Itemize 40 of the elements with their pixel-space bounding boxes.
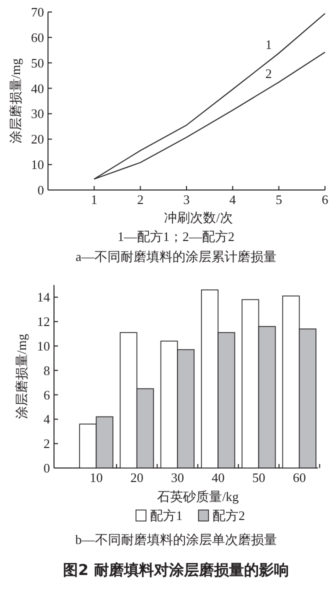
y-tick-label: 0 (38, 182, 44, 198)
y-tick-label: 0 (44, 460, 50, 476)
x-tick-label: 40 (212, 470, 225, 485)
y-tick-label: 10 (37, 338, 50, 354)
y-tick-label: 14 (37, 290, 50, 305)
x-tick-label: 30 (170, 470, 184, 485)
legend-label: 配方2 (212, 508, 245, 523)
x-tick-label: 60 (292, 470, 306, 485)
y-tick-label: 10 (31, 157, 44, 172)
y-axis-title: 涂层磨损量/mg (8, 58, 23, 144)
y-tick-label: 2 (44, 436, 50, 452)
y-tick-label: 60 (31, 30, 44, 45)
caption: 图2 耐磨填料对涂层磨损量的影响 (63, 561, 289, 579)
x-axis-title: 石英砂质量/kg (157, 489, 240, 504)
x-tick-label: 20 (130, 470, 144, 485)
y-tick-label: 40 (31, 80, 44, 96)
series-label: 2 (265, 66, 272, 82)
x-tick-label: 50 (252, 470, 266, 485)
text: a—不同耐磨填料的涂层累计磨损量 (76, 249, 276, 264)
y-tick-label: 6 (44, 387, 50, 402)
y-axis-title: 涂层磨损量/mg (14, 333, 29, 420)
x-tick-label: 5 (276, 192, 282, 207)
x-tick-label: 1 (90, 192, 98, 207)
x-tick-label: 4 (229, 192, 236, 207)
text: b—不同耐磨填料的涂层单次磨损量 (75, 532, 277, 547)
x-tick-label: 10 (90, 470, 103, 485)
x-tick-label: 6 (322, 192, 329, 207)
y-tick-label: 50 (31, 55, 44, 70)
x-axis-title: 冲刷次数/次 (164, 210, 233, 225)
y-tick-label: 70 (31, 4, 44, 20)
x-tick-label: 2 (137, 192, 144, 207)
y-tick-label: 30 (31, 106, 44, 122)
y-tick-label: 4 (44, 412, 50, 427)
series-label: 1 (265, 37, 272, 52)
x-tick-label: 3 (183, 192, 190, 207)
y-tick-label: 20 (31, 132, 44, 147)
text: 1—配方1；2—配方2 (118, 229, 234, 244)
y-tick-label: 12 (37, 314, 50, 330)
legend-label: 配方1 (150, 508, 182, 523)
y-tick-label: 8 (44, 362, 50, 378)
